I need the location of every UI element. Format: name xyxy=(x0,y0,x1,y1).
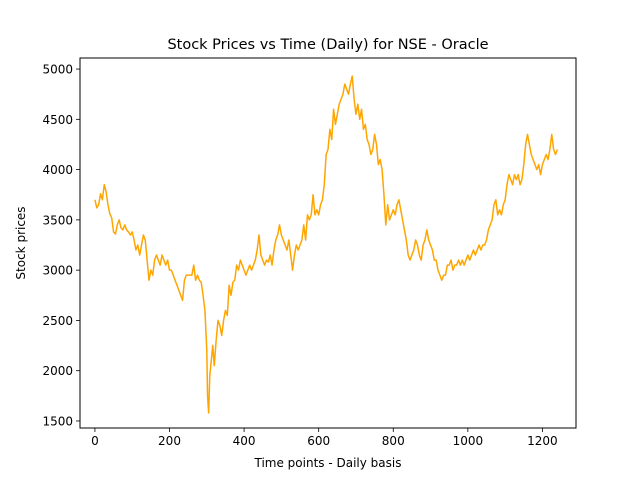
y-tick-label: 1500 xyxy=(42,414,73,428)
x-tick-label: 0 xyxy=(91,434,99,448)
axes-frame xyxy=(79,57,577,429)
x-tick-label: 1000 xyxy=(453,434,484,448)
x-tick-label: 800 xyxy=(382,434,405,448)
x-tick-label: 400 xyxy=(233,434,256,448)
y-tick-label: 4000 xyxy=(42,163,73,177)
y-axis-ticks: 1500 2000 2500 3000 3500 4000 4500 5000 xyxy=(42,63,80,428)
series-layer xyxy=(94,75,559,414)
y-tick-label: 2000 xyxy=(42,364,73,378)
y-tick-label: 3500 xyxy=(42,213,73,227)
plot-area: 0 200 400 600 800 1000 1200 1500 2000 2500 3000 35… xyxy=(42,57,577,448)
x-tick-label: 600 xyxy=(307,434,330,448)
x-axis-label: Time points - Daily basis xyxy=(254,456,402,470)
y-axis-label: Stock prices xyxy=(14,206,28,279)
x-axis-ticks: 0 200 400 600 800 1000 1200 xyxy=(91,428,558,448)
chart-title: Stock Prices vs Time (Daily) for NSE - O… xyxy=(167,37,488,53)
price-series-line xyxy=(94,75,559,414)
y-tick-label: 3000 xyxy=(42,264,73,278)
y-tick-label: 2500 xyxy=(42,314,73,328)
y-tick-label: 5000 xyxy=(42,63,73,77)
x-tick-label: 1200 xyxy=(527,434,558,448)
x-tick-label: 200 xyxy=(158,434,181,448)
y-tick-label: 4500 xyxy=(42,113,73,127)
